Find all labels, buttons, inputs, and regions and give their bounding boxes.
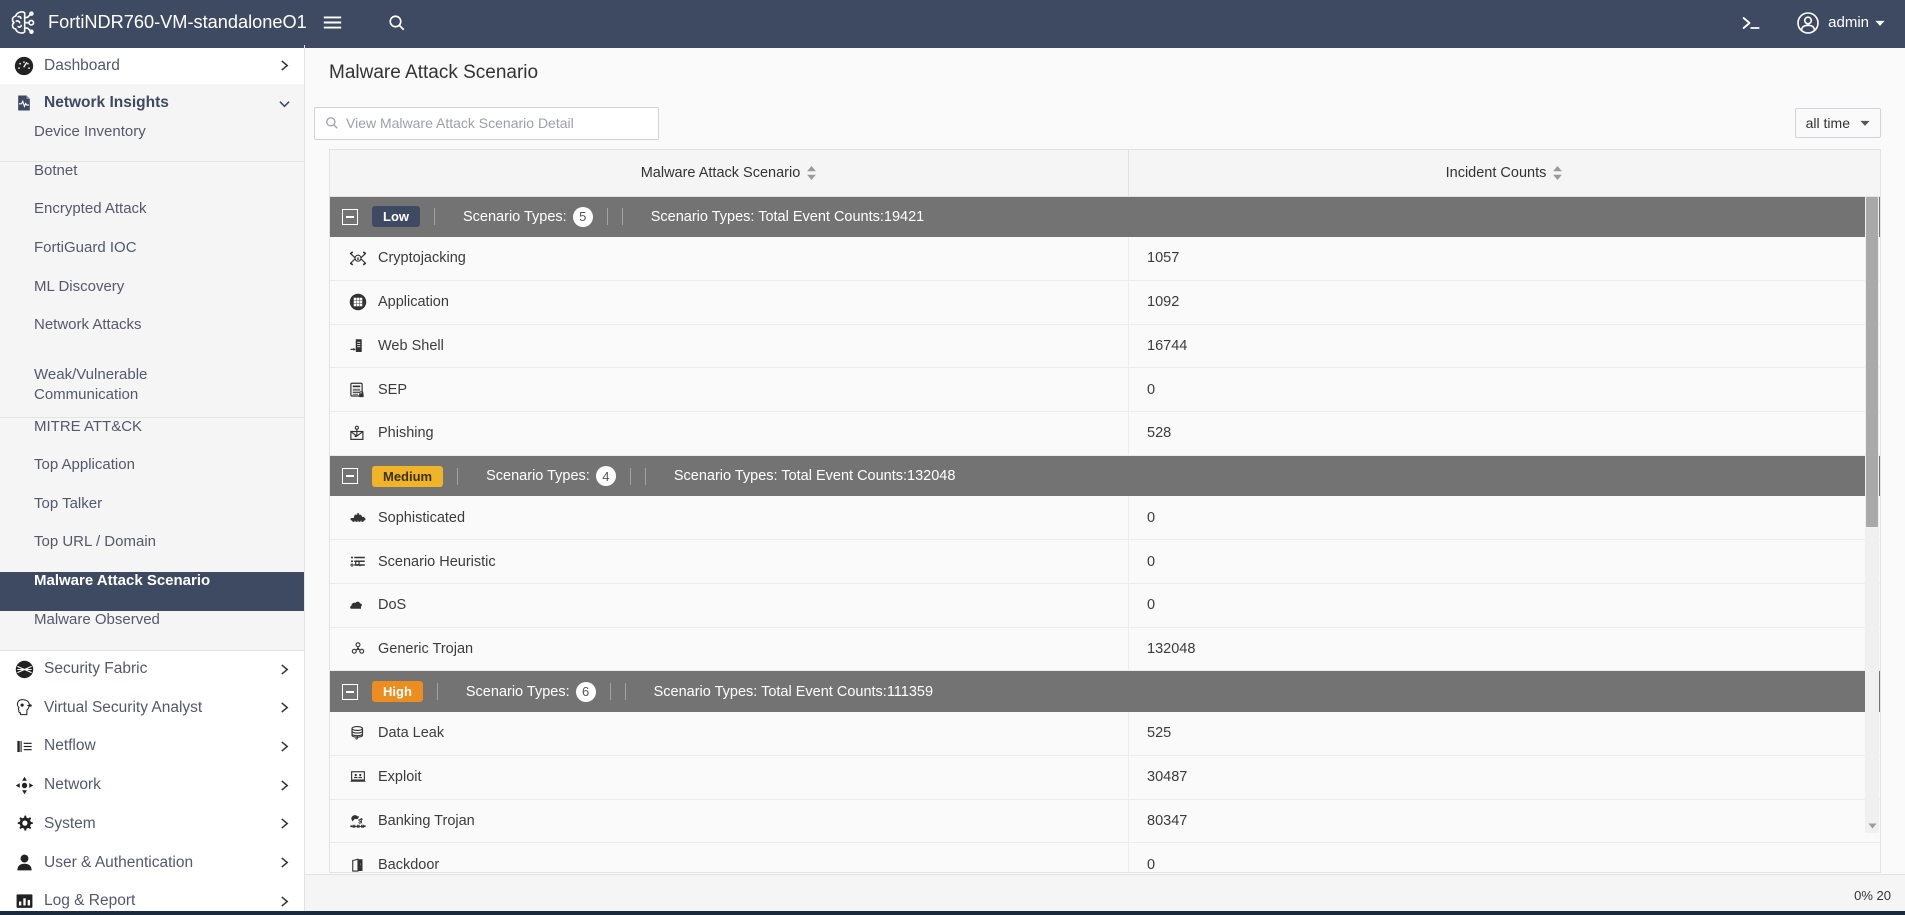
svg-text:B: B: [357, 256, 360, 261]
